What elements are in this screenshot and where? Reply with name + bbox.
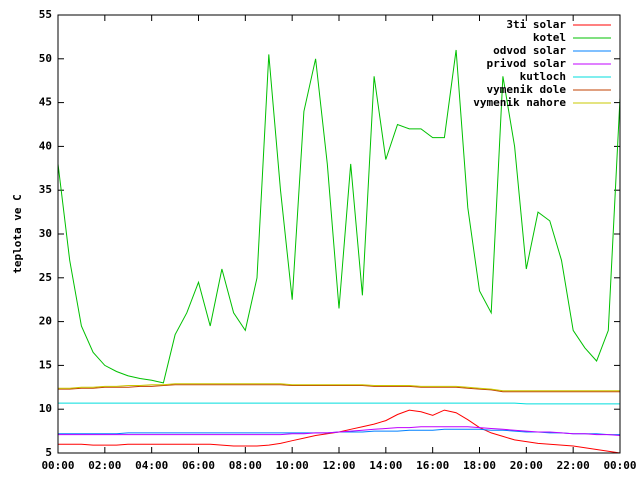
x-tick-label: 06:00: [182, 459, 215, 472]
y-tick-label: 40: [39, 139, 52, 152]
legend-label: privod solar: [487, 57, 567, 70]
series-line: [58, 383, 620, 392]
y-tick-label: 25: [39, 271, 52, 284]
y-tick-label: 30: [39, 227, 52, 240]
y-tick-label: 10: [39, 402, 52, 415]
x-tick-label: 18:00: [463, 459, 496, 472]
y-tick-label: 55: [39, 8, 52, 21]
legend-label: kutloch: [520, 70, 566, 83]
x-tick-label: 02:00: [88, 459, 121, 472]
x-tick-label: 08:00: [229, 459, 262, 472]
x-tick-label: 00:00: [603, 459, 636, 472]
series-line: [58, 384, 620, 393]
x-tick-label: 04:00: [135, 459, 168, 472]
x-tick-label: 00:00: [41, 459, 74, 472]
x-tick-label: 16:00: [416, 459, 449, 472]
legend-label: odvod solar: [493, 44, 566, 57]
y-tick-label: 20: [39, 315, 52, 328]
series-line: [57, 49, 621, 384]
plot-border: [57, 14, 621, 454]
y-tick-label: 35: [39, 183, 52, 196]
y-tick-label: 5: [45, 446, 52, 459]
x-tick-label: 20:00: [510, 459, 543, 472]
x-tick-label: 12:00: [322, 459, 355, 472]
y-tick-label: 50: [39, 52, 52, 65]
legend-label: vymenik dole: [487, 83, 567, 96]
legend-label: 3ti solar: [506, 18, 566, 31]
x-tick-label: 22:00: [557, 459, 590, 472]
x-tick-label: 10:00: [276, 459, 309, 472]
legend-label: vymenik nahore: [473, 96, 566, 109]
legend-label: kotel: [533, 31, 566, 44]
x-tick-label: 14:00: [369, 459, 402, 472]
series-line: [58, 426, 621, 436]
y-axis-label: teplota ve C: [11, 194, 24, 273]
y-tick-label: 15: [39, 358, 52, 371]
y-tick-label: 45: [39, 96, 52, 109]
series-line: [58, 402, 620, 405]
